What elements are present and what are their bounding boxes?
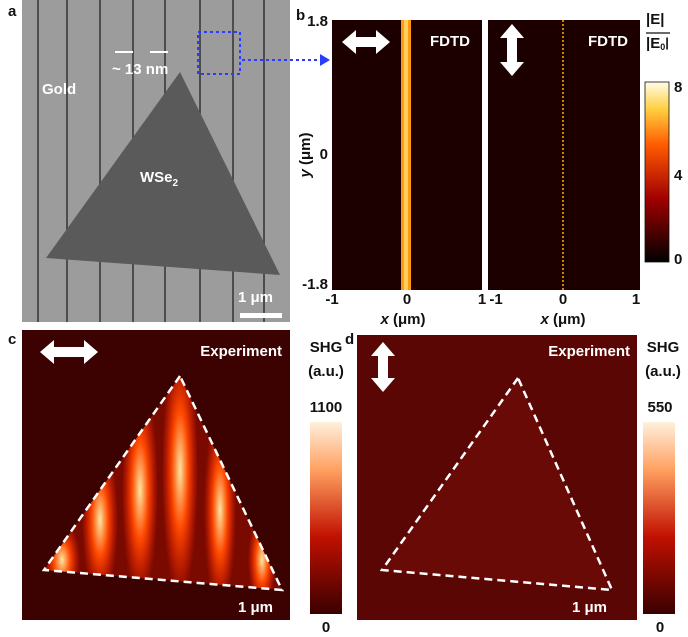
panel-c: c Experiment 1 μm SHG (a.u.) 1100 0 — [8, 330, 344, 636]
scale-bar-label: 1 μm — [238, 599, 273, 616]
colorbar-tick-label: 1100 — [310, 399, 343, 416]
panel-label: d — [345, 331, 354, 348]
zoom-arrow-head — [320, 54, 330, 66]
x-tick-label: 1 — [632, 291, 640, 308]
x-tick-label: 0 — [559, 291, 567, 308]
flake-subscript: 2 — [173, 178, 179, 189]
colorbar-unit: (a.u.) — [308, 363, 344, 380]
colorbar-tick-label: 8 — [674, 79, 682, 96]
body: a Gold WSe2 ~ 13 nm 1 μm b FDTD FDTD 1.8… — [0, 0, 688, 637]
scale-bar-label: 1 μm — [572, 599, 607, 616]
field-hotspot-core — [404, 20, 408, 290]
y-axis-var: y — [297, 169, 314, 179]
colorbar-tick-label: 0 — [674, 251, 682, 268]
colorbar-title: SHG — [647, 339, 680, 356]
method-label: FDTD — [430, 33, 470, 50]
panel-label: b — [296, 7, 305, 24]
y-tick-label: -1.8 — [302, 276, 328, 293]
colorbar-tick-label: 4 — [674, 167, 683, 184]
denominator-text: |E — [646, 35, 660, 52]
panel-label: c — [8, 331, 16, 348]
colorbar-tick-label: 0 — [656, 619, 664, 636]
scale-bar — [576, 622, 618, 627]
y-tick-label: 0 — [320, 146, 328, 163]
x-tick-label: 0 — [403, 291, 411, 308]
x-axis-unit: (μm) — [553, 311, 586, 328]
colorbar-tick-label: 0 — [322, 619, 330, 636]
panel-b: b FDTD FDTD 1.8 0 -1.8 y (μm) -1 0 1 -1 … — [296, 7, 683, 328]
colorbar-tick-label: 550 — [647, 399, 672, 416]
denominator-bar: | — [665, 35, 669, 50]
colorbar — [310, 422, 342, 614]
figure: a Gold WSe2 ~ 13 nm 1 μm b FDTD FDTD 1.8… — [0, 0, 688, 637]
colorbar-title: SHG — [310, 339, 343, 356]
panel-title: Experiment — [200, 343, 282, 360]
panel-title: Experiment — [548, 343, 630, 360]
colorbar-denominator: |E0| — [646, 35, 669, 52]
scale-bar — [240, 313, 282, 318]
x-axis-label: x (μm) — [539, 311, 585, 328]
panel-a: a Gold WSe2 ~ 13 nm 1 μm — [8, 0, 330, 322]
colorbar-unit: (a.u.) — [645, 363, 681, 380]
x-tick-label: -1 — [325, 291, 338, 308]
y-axis-unit: (μm) — [297, 132, 314, 165]
flake-name: WSe — [140, 169, 173, 186]
x-axis-label: x (μm) — [379, 311, 425, 328]
scale-bar — [240, 622, 282, 627]
colorbar — [645, 82, 669, 262]
colorbar-title: |E| — [646, 11, 664, 28]
scale-bar-label: 1 μm — [238, 289, 273, 306]
colorbar — [643, 422, 675, 614]
x-axis-unit: (μm) — [393, 311, 426, 328]
method-label: FDTD — [588, 33, 628, 50]
y-axis-label: y (μm) — [297, 132, 314, 178]
substrate-label: Gold — [42, 81, 76, 98]
x-axis-var: x — [379, 311, 389, 328]
x-tick-label: -1 — [489, 291, 502, 308]
x-axis-var: x — [539, 311, 549, 328]
y-tick-label: 1.8 — [307, 13, 328, 30]
page: {"panel_a": {"label": "a", "substrate": … — [0, 0, 688, 637]
gap-label: ~ 13 nm — [112, 61, 168, 78]
panel-d: d Experiment 1 μm SHG (a.u.) 550 0 — [345, 331, 681, 636]
panel-label: a — [8, 3, 17, 20]
x-tick-label: 1 — [478, 291, 486, 308]
